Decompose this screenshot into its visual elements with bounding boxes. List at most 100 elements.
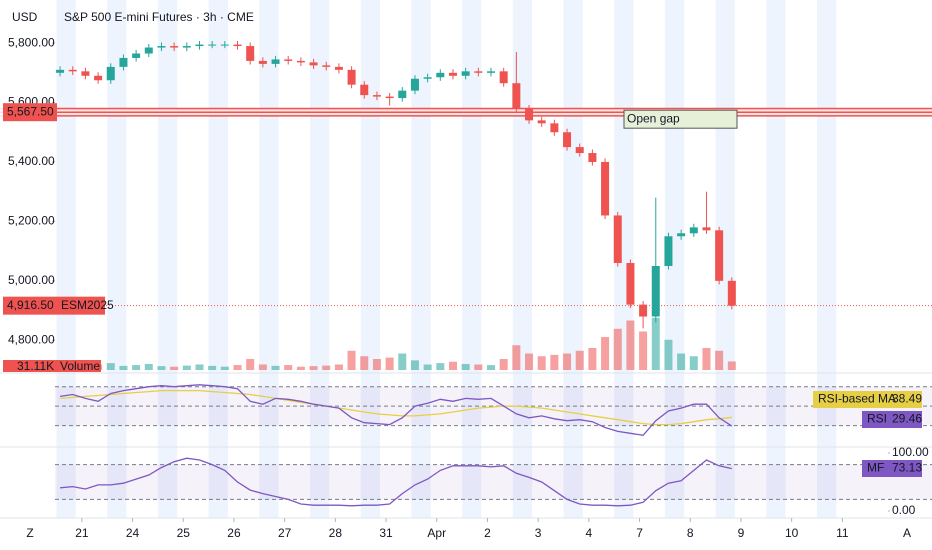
x-tick-label: 9 bbox=[738, 526, 745, 540]
volume-bar bbox=[664, 339, 673, 370]
x-tick-label: 2 bbox=[484, 526, 491, 540]
rsi-ma-value: 38.49 bbox=[892, 392, 922, 406]
volume-bar bbox=[575, 350, 584, 370]
candle-body bbox=[563, 132, 572, 148]
volume-bar bbox=[448, 361, 457, 370]
volume-bar bbox=[220, 366, 229, 370]
x-tick-label: 31 bbox=[379, 526, 393, 540]
session-band bbox=[259, 0, 279, 518]
candle-body bbox=[436, 72, 445, 78]
volume-bar bbox=[360, 356, 369, 370]
volume-bar bbox=[423, 364, 432, 370]
volume-bar bbox=[157, 366, 166, 370]
y-tick-label: 4,800.00 bbox=[8, 332, 55, 346]
price-axis-bg bbox=[0, 30, 54, 370]
session-band bbox=[157, 0, 178, 518]
candle-body bbox=[715, 230, 724, 281]
session-band bbox=[107, 0, 127, 518]
volume-bar bbox=[461, 363, 470, 370]
volume-bar bbox=[195, 364, 204, 370]
x-tick-label: 11 bbox=[836, 526, 849, 540]
session-band bbox=[411, 0, 431, 518]
volume-bar bbox=[727, 361, 736, 370]
candle-body bbox=[613, 215, 622, 264]
session-band bbox=[208, 0, 228, 518]
gap-label: Open gap bbox=[627, 111, 680, 125]
volume-bar bbox=[182, 365, 191, 370]
gap-level-badge bbox=[3, 103, 57, 122]
session-band bbox=[310, 0, 330, 518]
candle-body bbox=[601, 161, 610, 216]
x-tick-label: 24 bbox=[126, 526, 140, 540]
volume-bar bbox=[258, 364, 267, 370]
volume-bar bbox=[296, 366, 305, 370]
candle-body bbox=[106, 66, 115, 81]
mf-line bbox=[60, 457, 732, 507]
candle-body bbox=[689, 227, 698, 234]
gap-box bbox=[623, 109, 738, 129]
corner-right[interactable]: A bbox=[903, 526, 911, 540]
candle-body bbox=[588, 153, 597, 162]
volume-bar bbox=[613, 328, 622, 370]
candle-body bbox=[499, 71, 508, 84]
volume-bar bbox=[132, 365, 141, 370]
candle-body bbox=[347, 69, 356, 85]
rsi-line bbox=[60, 384, 733, 436]
volume-bar bbox=[246, 359, 255, 370]
candle-body bbox=[626, 263, 635, 305]
candle-body bbox=[512, 83, 521, 109]
candle-body bbox=[144, 47, 153, 54]
volume-bar bbox=[525, 353, 534, 370]
volume-bar bbox=[563, 353, 572, 370]
candle-body bbox=[410, 78, 419, 91]
candle-body bbox=[651, 265, 660, 317]
y-tick-label: 5,800.00 bbox=[8, 35, 55, 49]
x-tick-label: Apr bbox=[427, 526, 446, 540]
plot: 21 24 25 26 27 28 31 Apr 2 3 4 7 8 9 10 11 Open gap 4,800… bbox=[0, 30, 932, 540]
session-band bbox=[816, 0, 837, 518]
x-tick-label: 8 bbox=[687, 526, 694, 540]
volume-bar bbox=[106, 363, 115, 370]
volume-bar bbox=[410, 360, 419, 370]
volume-bar bbox=[347, 350, 356, 370]
y-tick-label: 5,000.00 bbox=[8, 273, 55, 287]
candle-body bbox=[296, 60, 305, 63]
rsi-ma-name: RSI-based MA bbox=[818, 392, 896, 406]
mf-badge bbox=[862, 460, 922, 477]
volume-bar bbox=[487, 365, 496, 370]
candle-body bbox=[258, 60, 267, 64]
candle-body bbox=[702, 227, 711, 231]
volume-bar bbox=[334, 364, 343, 370]
session-bands bbox=[56, 0, 837, 518]
x-tick-label: 7 bbox=[636, 526, 643, 540]
last-price-label: 4,916.50 bbox=[7, 298, 54, 312]
x-tick-label: 4 bbox=[586, 526, 593, 540]
volume-bar bbox=[309, 366, 318, 370]
volume-bar bbox=[474, 364, 483, 370]
candle-body bbox=[322, 65, 331, 67]
session-band bbox=[614, 0, 634, 518]
candle-body bbox=[664, 236, 673, 266]
candle-body bbox=[233, 44, 242, 47]
volume-bar bbox=[499, 359, 508, 370]
candle-body bbox=[575, 147, 584, 154]
volume-bar bbox=[601, 337, 610, 370]
volume-bar bbox=[372, 359, 381, 370]
candle-body bbox=[537, 120, 546, 124]
rsi-badge bbox=[862, 411, 922, 428]
volume-bar bbox=[436, 363, 445, 370]
candle-body bbox=[220, 44, 229, 46]
mf-tick-label: 100.00 bbox=[892, 445, 929, 459]
volume-bar bbox=[233, 365, 242, 370]
volume-bar bbox=[626, 320, 635, 370]
x-tick-label: 21 bbox=[75, 526, 89, 540]
candle-body bbox=[208, 44, 217, 46]
candle-body bbox=[284, 59, 293, 61]
candle-body bbox=[385, 96, 394, 99]
volume-bar bbox=[208, 365, 217, 370]
corner-left[interactable]: Z bbox=[26, 526, 33, 540]
rsi-value: 29.46 bbox=[892, 412, 922, 426]
volume-name: Volume bbox=[60, 359, 100, 373]
x-tick-label: 25 bbox=[177, 526, 191, 540]
